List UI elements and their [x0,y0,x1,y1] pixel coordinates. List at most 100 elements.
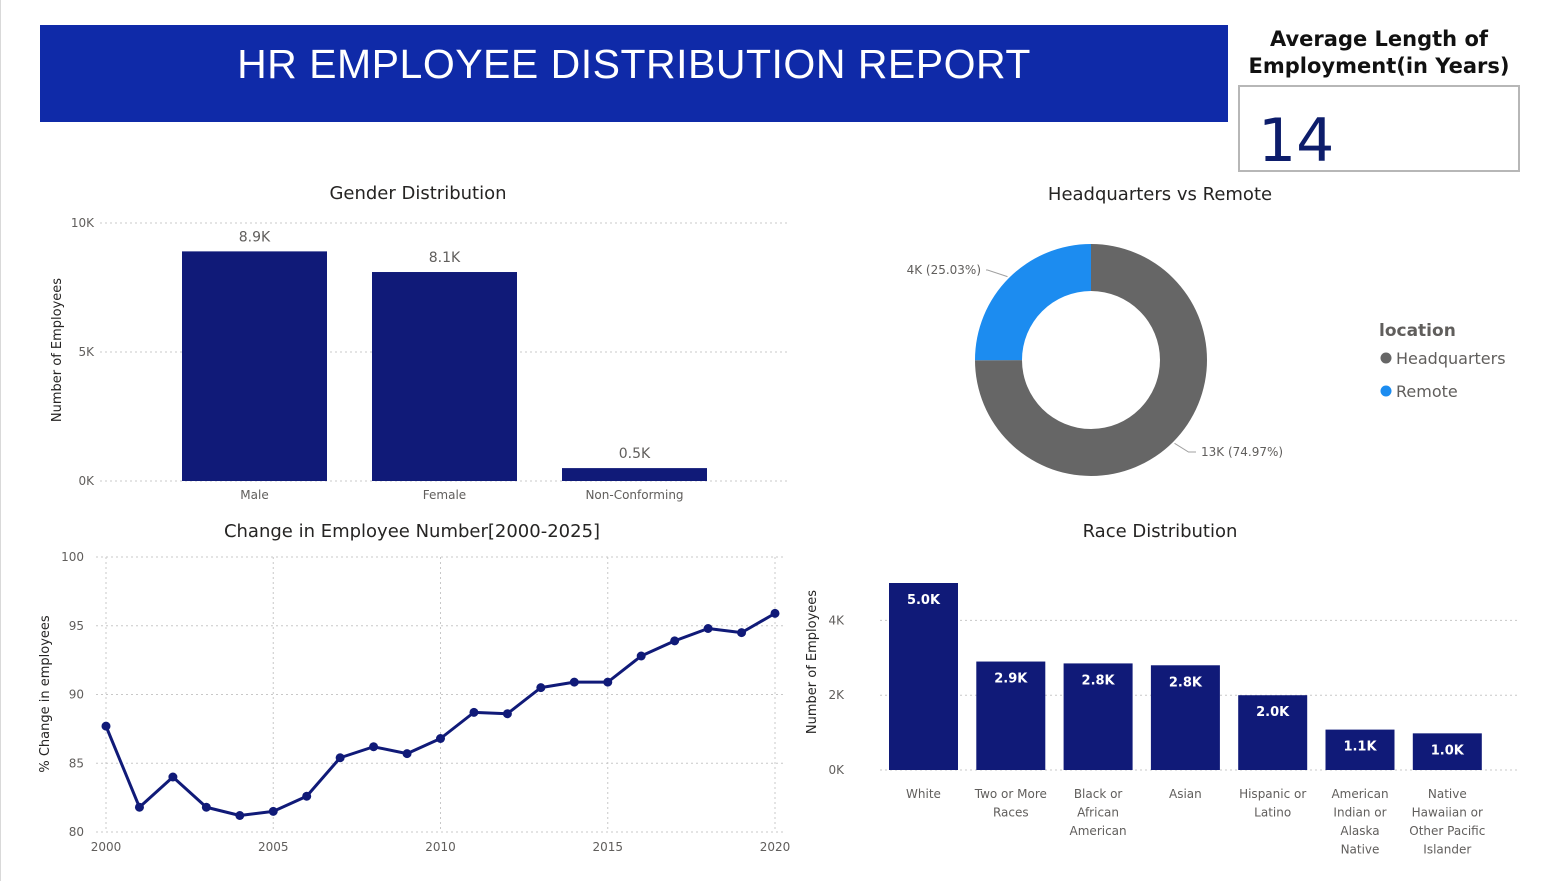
trend-data-point[interactable] [335,753,345,763]
race-x-tick-label: Black or [1074,787,1123,801]
kpi-title-line2: Employment(in Years) [1248,54,1510,78]
race-y-tick-label: 2K [828,688,845,702]
left-edge-divider [0,0,1,881]
trend-data-point[interactable] [603,677,613,687]
trend-data-point[interactable] [235,811,245,820]
trend-x-tick-label: 2015 [592,840,623,854]
report-title: HR EMPLOYEE DISTRIBUTION REPORT [237,41,1031,87]
gender-bar[interactable] [182,251,327,481]
race-chart-title: Race Distribution [1083,521,1238,542]
trend-data-point[interactable] [636,651,646,661]
race-data-label: 1.0K [1431,743,1465,758]
race-x-tick-label: Races [993,806,1029,820]
race-x-tick-label: Native [1428,787,1467,801]
gender-y-tick-label: 0K [78,474,95,488]
gender-x-tick-label: Non-Conforming [585,488,683,502]
race-y-tick-label: 4K [828,613,845,627]
race-data-label: 2.0K [1256,705,1290,720]
trend-data-point[interactable] [569,677,579,687]
gender-bar[interactable] [372,272,517,481]
trend-data-point[interactable] [402,749,412,759]
headquarters-leader-line [1174,442,1196,453]
race-data-label: 1.1K [1343,740,1377,755]
trend-data-point[interactable] [268,806,278,816]
race-x-tick-label: American [1070,824,1127,838]
headquarters-slice-label: 13K (74.97%) [1201,445,1283,459]
gender-chart-title: Gender Distribution [329,183,506,204]
gender-x-tick-label: Female [423,488,466,502]
race-x-tick-label: White [906,787,941,801]
race-x-tick-label: Islander [1423,843,1471,857]
race-data-label: 2.9K [994,672,1028,687]
race-bar[interactable] [1063,663,1133,770]
trend-data-point[interactable] [168,772,178,782]
trend-data-point[interactable] [369,742,379,752]
trend-y-axis-label: % Change in employees [38,615,53,773]
kpi-title-line1: Average Length of [1269,27,1489,51]
trend-data-point[interactable] [436,734,445,743]
race-bar[interactable] [1325,729,1395,770]
race-x-tick-label: Two or More [974,787,1047,801]
trend-data-point[interactable] [134,802,144,812]
race-data-label: 5.0K [907,593,941,608]
trend-y-tick-label: 85 [69,756,84,770]
race-x-tick-label: Hispanic or [1239,787,1306,801]
trend-data-point[interactable] [469,707,479,717]
race-bar[interactable] [889,583,958,770]
trend-data-point[interactable] [737,628,747,638]
trend-x-tick-label: 2010 [425,840,456,854]
legend-title: location [1379,321,1456,341]
gender-y-tick-label: 5K [78,345,95,359]
remote-leader-line [986,269,1008,278]
trend-x-tick-label: 2005 [258,840,289,854]
location-chart-title: Headquarters vs Remote [1048,184,1272,205]
kpi-card[interactable]: 14 [1238,85,1520,176]
trend-y-tick-label: 90 [69,688,84,702]
trend-y-tick-label: 95 [69,619,84,633]
gender-x-tick-label: Male [240,488,268,502]
trend-data-point[interactable] [536,683,546,693]
trend-chart-title: Change in Employee Number[2000-2025] [224,521,600,542]
race-x-tick-label: Hawaiian or [1412,806,1483,820]
gender-bar[interactable] [562,468,707,481]
trend-data-point[interactable] [101,721,111,731]
race-bar[interactable] [1412,733,1482,770]
race-x-tick-label: Native [1341,843,1380,857]
trend-data-point[interactable] [670,636,680,646]
race-bar[interactable] [1150,665,1220,770]
race-y-tick-label: 0K [828,763,845,777]
trend-y-tick-label: 100 [61,550,84,564]
race-data-label: 2.8K [1082,673,1116,688]
race-data-label: 2.8K [1169,675,1203,690]
legend-remote-marker [1380,385,1392,397]
donut-slice-remote[interactable] [974,243,1091,361]
race-bar[interactable] [976,661,1046,770]
gender-data-label: 8.1K [429,250,461,266]
race-x-tick-label: American [1331,787,1388,801]
race-x-tick-label: Asian [1169,787,1202,801]
donut-slice-headquarters[interactable] [975,244,1207,476]
trend-x-tick-label: 2020 [760,840,791,854]
gender-y-tick-label: 10K [71,216,95,230]
trend-x-tick-label: 2000 [91,840,122,854]
race-x-tick-label: African [1077,806,1119,820]
gender-y-axis-label: Number of Employees [50,278,65,422]
kpi-value: 14 [1258,106,1335,176]
race-x-tick-label: Other Pacific [1409,824,1485,838]
report-header-banner: HR EMPLOYEE DISTRIBUTION REPORT [40,25,1228,122]
legend-headquarters-marker [1380,352,1392,364]
trend-data-point[interactable] [502,709,512,719]
trend-data-point[interactable] [770,608,780,618]
legend-remote-label: Remote [1396,382,1458,401]
trend-data-point[interactable] [703,624,713,633]
race-bar[interactable] [1238,695,1308,770]
trend-data-point[interactable] [302,791,312,801]
trend-data-point[interactable] [201,802,211,812]
gender-data-label: 0.5K [619,446,651,462]
kpi-card-title: Average Length of Employment(in Years) [1238,26,1520,80]
trend-y-tick-label: 80 [69,825,84,839]
legend-headquarters-label: Headquarters [1396,349,1506,368]
race-y-axis-label: Number of Employees [805,590,820,734]
gender-data-label: 8.9K [239,229,271,245]
